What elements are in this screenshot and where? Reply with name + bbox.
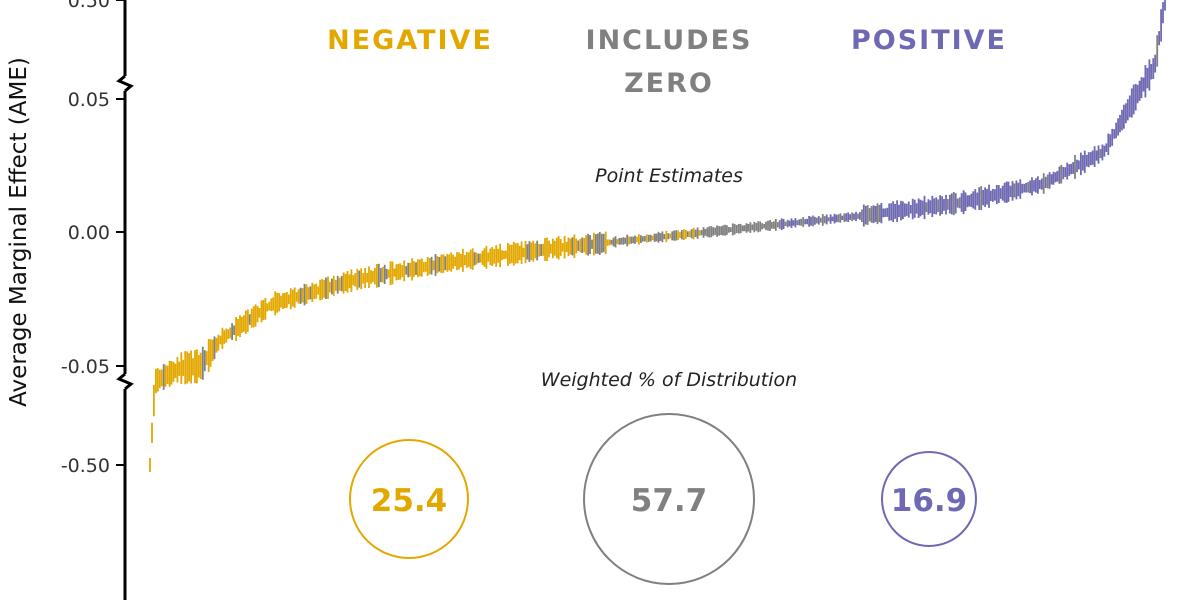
- tick-label-neg0.50: -0.50: [61, 455, 110, 477]
- percent-value-negative: 25.4: [371, 483, 448, 519]
- tick-label-neg0.05: -0.05: [61, 356, 110, 378]
- percent-circle-zero: [583, 413, 755, 585]
- annotation-weighted-distribution: Weighted % of Distribution: [541, 369, 797, 391]
- annotation-point-estimates: Point Estimates: [595, 165, 743, 187]
- y-axis-break-top: [116, 74, 134, 93]
- percent-value-zero: 57.7: [631, 483, 708, 519]
- percent-value-positive: 16.9: [891, 483, 968, 519]
- percent-circle-positive: [881, 451, 977, 547]
- y-axis: [116, 0, 134, 600]
- tick-label-0.05: 0.05: [68, 89, 110, 111]
- y-axis-label: Average Marginal Effect (AME): [6, 57, 32, 407]
- category-label-zero: INCLUDES ZERO: [586, 25, 753, 99]
- tick-label-0.50: 0.50: [68, 0, 110, 12]
- category-label-positive: POSITIVE: [851, 25, 1007, 56]
- point-estimate-marks: [149, 0, 1166, 472]
- tick-label-0.00: 0.00: [68, 222, 110, 244]
- percent-circle-negative: [349, 439, 469, 559]
- y-ticks: [116, 0, 125, 466]
- category-label-negative: NEGATIVE: [327, 25, 493, 56]
- y-axis-break-bottom: [116, 372, 134, 391]
